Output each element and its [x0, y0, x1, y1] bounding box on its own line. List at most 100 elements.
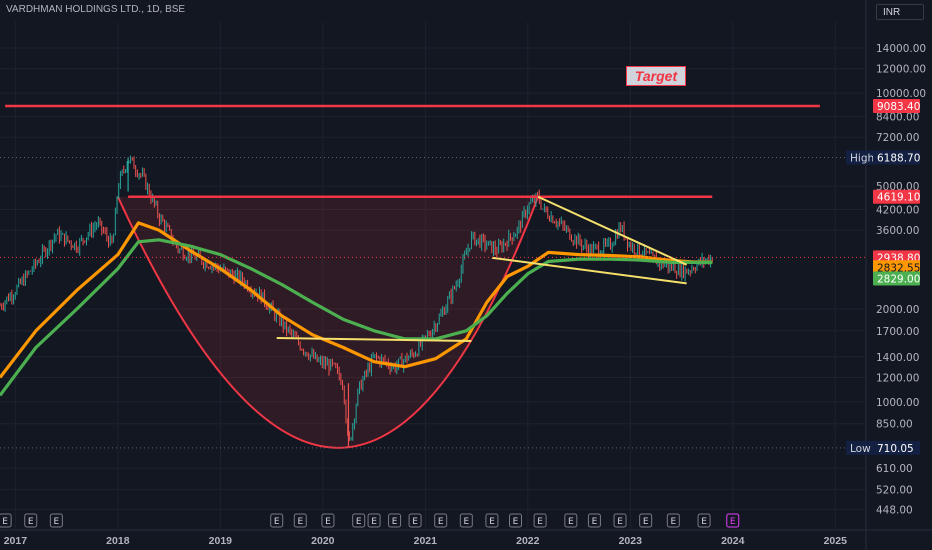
y-tick-label: 12000.00: [876, 64, 926, 76]
earnings-marker-label: E: [412, 517, 418, 527]
cup-fill: [117, 196, 539, 448]
y-tick-label: 520.00: [876, 485, 913, 497]
earnings-marker[interactable]: E: [49, 513, 63, 528]
earnings-marker[interactable]: E: [388, 513, 402, 528]
earnings-marker[interactable]: E: [666, 513, 680, 528]
earnings-marker-label: E: [297, 517, 303, 527]
earnings-marker-label: E: [592, 517, 598, 527]
earnings-marker-box: [408, 513, 422, 528]
earnings-marker[interactable]: E: [408, 513, 422, 528]
x-tick-label: 2024: [721, 535, 745, 547]
earnings-marker-box: [0, 513, 12, 528]
earnings-marker[interactable]: E: [434, 513, 448, 528]
earnings-marker-box: [666, 513, 680, 528]
earnings-marker-box: [533, 513, 547, 528]
earnings-marker[interactable]: E: [509, 513, 523, 528]
earnings-marker[interactable]: E: [485, 513, 499, 528]
earnings-marker-box: [509, 513, 523, 528]
x-tick-label: 2025: [824, 535, 848, 547]
earnings-marker-label: E: [701, 517, 707, 527]
earnings-marker-label: E: [356, 517, 362, 527]
earnings-marker-box: [434, 513, 448, 528]
price-tag-label: High: [850, 152, 874, 164]
y-tick-label: 448.00: [876, 505, 913, 517]
earnings-marker-box: [352, 513, 366, 528]
earnings-marker[interactable]: E: [0, 513, 12, 528]
earnings-marker-label: E: [489, 517, 495, 527]
earnings-marker-label: E: [730, 517, 736, 527]
target-annotation-text: Target: [634, 68, 678, 84]
price-tag-label-box: [846, 150, 876, 165]
symbol-title[interactable]: VARDHMAN HOLDINGS LTD., 1D, BSE: [6, 4, 186, 15]
earnings-marker-box: [49, 513, 63, 528]
y-tick-label: 1000.00: [876, 397, 919, 409]
earnings-marker-box: [367, 513, 381, 528]
earnings-marker-box: [293, 513, 307, 528]
earnings-marker-label: E: [371, 517, 377, 527]
earnings-marker-box: [485, 513, 499, 528]
price-tag-box: [873, 189, 920, 204]
earnings-marker-box: [613, 513, 627, 528]
y-tick-label: 1200.00: [876, 372, 919, 384]
y-tick-label: 610.00: [876, 463, 913, 475]
price-tag-value: 4619.10: [877, 192, 920, 204]
earnings-marker-label: E: [2, 517, 8, 527]
price-tag-box: [873, 271, 920, 286]
x-tick-label: 2022: [516, 535, 540, 547]
earnings-marker[interactable]: E: [321, 513, 335, 528]
currency-selector[interactable]: INR: [876, 4, 924, 20]
earnings-marker[interactable]: E: [613, 513, 627, 528]
earnings-marker-label: E: [463, 517, 469, 527]
earnings-marker-label: E: [513, 517, 519, 527]
earnings-marker-label: E: [274, 517, 280, 527]
earnings-marker[interactable]: E: [587, 513, 601, 528]
earnings-marker-label: E: [568, 517, 574, 527]
trendline: [537, 195, 688, 266]
y-tick-label: 8400.00: [876, 112, 919, 124]
earnings-marker[interactable]: E: [459, 513, 473, 528]
earnings-marker-label: E: [54, 517, 60, 527]
earnings-marker-label: E: [325, 517, 331, 527]
price-tag: 2832.55: [873, 260, 920, 275]
y-tick-label: 7200.00: [876, 132, 919, 144]
price-tag: Low 710.05: [846, 440, 920, 455]
earnings-marker[interactable]: E: [639, 513, 653, 528]
moving-average-slow: [0, 238, 713, 397]
price-tag-value: 710.05: [877, 443, 914, 455]
earnings-marker[interactable]: E: [533, 513, 547, 528]
x-tick-label: 2023: [619, 535, 643, 547]
earnings-marker[interactable]: E: [270, 513, 284, 528]
earnings-marker[interactable]: E: [293, 513, 307, 528]
earnings-marker-box: [388, 513, 402, 528]
earnings-marker[interactable]: E: [564, 513, 578, 528]
moving-average-fast: [0, 221, 713, 379]
x-tick-label: 2021: [414, 535, 438, 547]
price-tag-box: [873, 260, 920, 275]
price-tag: 4619.10: [873, 189, 920, 204]
earnings-marker-label: E: [670, 517, 676, 527]
earnings-marker-label: E: [392, 517, 398, 527]
drawn-lines: [0, 104, 866, 449]
earnings-marker[interactable]: E: [697, 513, 711, 528]
price-tag: High 6188.70: [846, 150, 920, 165]
y-tick-label: 14000.00: [876, 43, 926, 55]
y-tick-label: 4200.00: [876, 204, 919, 216]
earnings-marker-upcoming[interactable]: E: [726, 513, 740, 528]
x-tick-label: 2020: [311, 535, 335, 547]
earnings-marker[interactable]: E: [352, 513, 366, 528]
y-tick-label: 850.00: [876, 419, 913, 431]
y-axis: 14000.0012000.0010000.008400.007200.0050…: [865, 0, 926, 550]
y-tick-label: 10000.00: [876, 88, 926, 100]
price-tag: 9083.40: [873, 99, 920, 114]
earnings-marker-box: [564, 513, 578, 528]
earnings-marker-label: E: [537, 517, 543, 527]
earnings-marker[interactable]: E: [24, 513, 38, 528]
earnings-marker[interactable]: E: [367, 513, 381, 528]
target-annotation[interactable]: Target: [626, 66, 686, 86]
x-tick-label: 2018: [106, 535, 130, 547]
earnings-marker-label: E: [438, 517, 444, 527]
